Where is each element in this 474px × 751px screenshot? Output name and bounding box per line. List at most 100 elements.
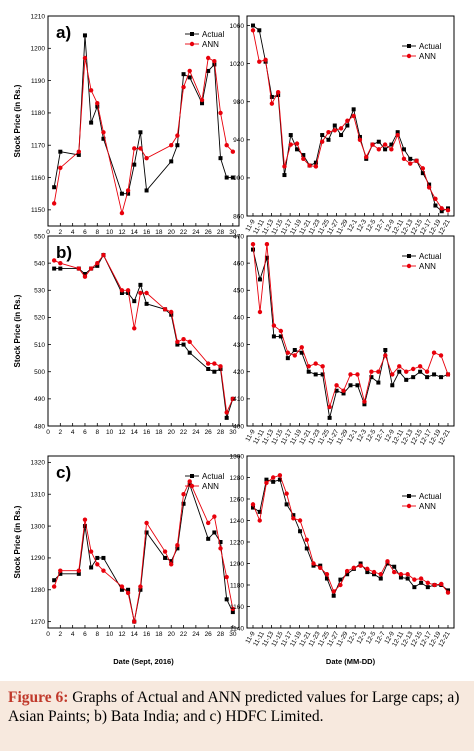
- point-ann: [125, 188, 131, 193]
- point-ann: [144, 155, 149, 161]
- point-ann: [355, 372, 360, 377]
- point-actual: [251, 505, 255, 510]
- point-ann: [101, 130, 106, 135]
- panel-label: b): [56, 243, 72, 262]
- series-line-actual: [54, 254, 234, 418]
- legend-label-actual: Actual: [202, 472, 224, 481]
- point-ann: [205, 55, 211, 61]
- point-ann: [132, 326, 137, 331]
- point-ann: [218, 110, 223, 116]
- point-actual: [404, 377, 409, 382]
- plot-frame: [47, 15, 240, 227]
- point-actual: [284, 502, 289, 507]
- point-ann: [277, 473, 283, 478]
- point-actual: [264, 255, 269, 260]
- point-actual: [119, 291, 124, 295]
- legend-marker: [406, 53, 412, 59]
- legend-marker: [190, 32, 194, 36]
- point-ann: [414, 158, 419, 163]
- point-ann: [264, 241, 270, 247]
- y-tick-label: 420: [233, 369, 244, 376]
- point-ann: [284, 491, 289, 496]
- point-actual: [126, 587, 131, 592]
- y-tick-label: 1220: [230, 539, 245, 546]
- point-ann: [187, 339, 192, 345]
- point-ann: [371, 569, 377, 575]
- point-ann: [144, 520, 149, 526]
- chart-a-right: 8609009409801020106011-911-1111-1311-151…: [230, 15, 455, 236]
- chart-c-right: 11401160118012001220124012601280130011-9…: [230, 453, 455, 666]
- point-actual: [224, 597, 229, 602]
- point-ann: [175, 133, 180, 138]
- point-actual: [89, 120, 94, 125]
- y-tick-label: 1190: [31, 78, 45, 85]
- point-ann: [88, 549, 94, 554]
- point-ann: [257, 518, 262, 523]
- point-ann: [378, 572, 383, 577]
- point-actual: [269, 94, 274, 99]
- series-line-actual: [53, 483, 234, 622]
- point-ann: [392, 569, 397, 575]
- point-actual: [332, 123, 337, 128]
- point-ann: [345, 118, 350, 123]
- point-ann: [420, 166, 426, 171]
- point-actual: [348, 383, 353, 388]
- point-actual: [339, 133, 344, 138]
- point-ann: [294, 141, 300, 146]
- point-actual: [257, 509, 262, 514]
- point-ann: [344, 568, 350, 574]
- point-ann: [424, 369, 430, 374]
- point-actual: [439, 209, 444, 214]
- plot-frame: [47, 235, 240, 427]
- point-ann: [275, 89, 281, 95]
- point-ann: [230, 396, 236, 402]
- x-tick-label: 24: [192, 631, 200, 638]
- point-actual: [169, 159, 174, 164]
- y-tick-label: 470: [233, 233, 244, 240]
- x-tick-label: 26: [205, 229, 213, 236]
- point-ann: [334, 383, 339, 388]
- point-ann: [338, 582, 343, 588]
- x-tick-label: 16: [143, 631, 151, 638]
- point-ann: [439, 581, 444, 587]
- point-actual: [206, 68, 211, 73]
- point-ann: [432, 582, 437, 588]
- point-ann: [88, 88, 94, 93]
- x-tick-label: 14: [131, 429, 139, 436]
- y-tick-label: 900: [233, 175, 244, 182]
- point-actual: [351, 107, 356, 112]
- point-actual: [411, 375, 416, 380]
- point-ann: [365, 566, 370, 572]
- y-axis-label: Stock Price (in Rs.): [13, 505, 22, 578]
- point-actual: [138, 587, 143, 592]
- point-actual: [285, 356, 290, 361]
- y-tick-label: 860: [233, 213, 244, 220]
- point-ann: [307, 163, 312, 168]
- point-actual: [395, 130, 400, 135]
- point-ann: [390, 372, 395, 377]
- point-ann: [311, 561, 316, 566]
- x-tick-label: 10: [106, 631, 114, 638]
- y-tick-label: 1060: [230, 23, 245, 30]
- point-ann: [288, 142, 293, 147]
- point-actual: [95, 263, 100, 268]
- point-actual: [58, 571, 63, 576]
- point-ann: [445, 208, 451, 213]
- point-actual: [383, 147, 388, 152]
- point-ann: [369, 369, 374, 374]
- legend-label-actual: Actual: [202, 30, 224, 39]
- legend-label-actual: Actual: [419, 492, 441, 501]
- point-ann: [264, 480, 269, 486]
- point-ann: [51, 258, 57, 263]
- point-ann: [257, 309, 263, 315]
- point-actual: [331, 593, 336, 598]
- point-actual: [397, 369, 402, 374]
- point-ann: [58, 165, 63, 171]
- x-axis-label: Date (MM-DD): [326, 657, 376, 666]
- point-actual: [313, 372, 318, 377]
- point-ann: [398, 572, 404, 577]
- point-ann: [119, 288, 125, 293]
- point-actual: [345, 572, 350, 577]
- point-ann: [224, 574, 229, 580]
